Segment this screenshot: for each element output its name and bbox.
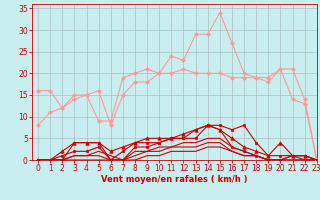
X-axis label: Vent moyen/en rafales ( km/h ): Vent moyen/en rafales ( km/h ): [101, 175, 248, 184]
